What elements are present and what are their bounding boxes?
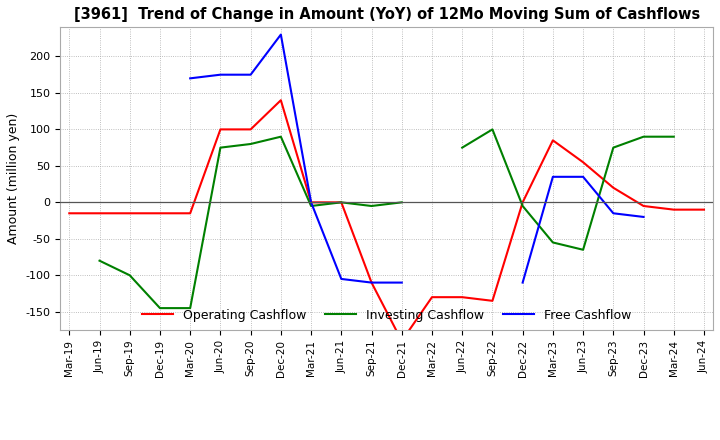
Legend: Operating Cashflow, Investing Cashflow, Free Cashflow: Operating Cashflow, Investing Cashflow, … xyxy=(137,304,636,327)
Line: Free Cashflow: Free Cashflow xyxy=(190,35,644,282)
Free Cashflow xyxy=(609,211,618,216)
Investing Cashflow xyxy=(488,127,497,132)
Y-axis label: Amount (million yen): Amount (million yen) xyxy=(7,113,20,244)
Free Cashflow xyxy=(307,200,315,205)
Free Cashflow xyxy=(276,32,285,37)
Free Cashflow xyxy=(639,214,648,220)
Operating Cashflow xyxy=(156,211,164,216)
Operating Cashflow xyxy=(670,207,678,212)
Investing Cashflow xyxy=(549,240,557,245)
Free Cashflow xyxy=(337,276,346,282)
Investing Cashflow xyxy=(670,134,678,139)
Free Cashflow xyxy=(579,174,588,180)
Free Cashflow xyxy=(246,72,255,77)
Operating Cashflow xyxy=(397,338,406,344)
Operating Cashflow xyxy=(125,211,134,216)
Investing Cashflow xyxy=(156,305,164,311)
Investing Cashflow xyxy=(639,134,648,139)
Free Cashflow xyxy=(518,280,527,285)
Line: Investing Cashflow: Investing Cashflow xyxy=(99,129,674,308)
Operating Cashflow xyxy=(549,138,557,143)
Investing Cashflow xyxy=(276,134,285,139)
Operating Cashflow xyxy=(639,203,648,209)
Investing Cashflow xyxy=(337,200,346,205)
Investing Cashflow xyxy=(579,247,588,253)
Operating Cashflow xyxy=(307,200,315,205)
Investing Cashflow xyxy=(518,203,527,209)
Operating Cashflow xyxy=(65,211,73,216)
Operating Cashflow xyxy=(216,127,225,132)
Free Cashflow xyxy=(549,174,557,180)
Free Cashflow xyxy=(458,247,467,253)
Investing Cashflow xyxy=(246,141,255,147)
Free Cashflow xyxy=(186,76,194,81)
Operating Cashflow xyxy=(276,98,285,103)
Investing Cashflow xyxy=(609,145,618,150)
Operating Cashflow xyxy=(428,294,436,300)
Title: [3961]  Trend of Change in Amount (YoY) of 12Mo Moving Sum of Cashflows: [3961] Trend of Change in Amount (YoY) o… xyxy=(73,7,700,22)
Investing Cashflow xyxy=(307,203,315,209)
Line: Operating Cashflow: Operating Cashflow xyxy=(69,100,704,341)
Investing Cashflow xyxy=(397,200,406,205)
Operating Cashflow xyxy=(186,211,194,216)
Operating Cashflow xyxy=(700,207,708,212)
Operating Cashflow xyxy=(458,294,467,300)
Investing Cashflow xyxy=(216,145,225,150)
Operating Cashflow xyxy=(95,211,104,216)
Operating Cashflow xyxy=(337,200,346,205)
Operating Cashflow xyxy=(609,185,618,191)
Investing Cashflow xyxy=(95,258,104,264)
Investing Cashflow xyxy=(125,273,134,278)
Investing Cashflow xyxy=(367,203,376,209)
Operating Cashflow xyxy=(246,127,255,132)
Free Cashflow xyxy=(397,280,406,285)
Free Cashflow xyxy=(216,72,225,77)
Operating Cashflow xyxy=(518,200,527,205)
Operating Cashflow xyxy=(488,298,497,304)
Operating Cashflow xyxy=(579,160,588,165)
Investing Cashflow xyxy=(186,305,194,311)
Investing Cashflow xyxy=(458,145,467,150)
Free Cashflow xyxy=(367,280,376,285)
Operating Cashflow xyxy=(367,280,376,285)
